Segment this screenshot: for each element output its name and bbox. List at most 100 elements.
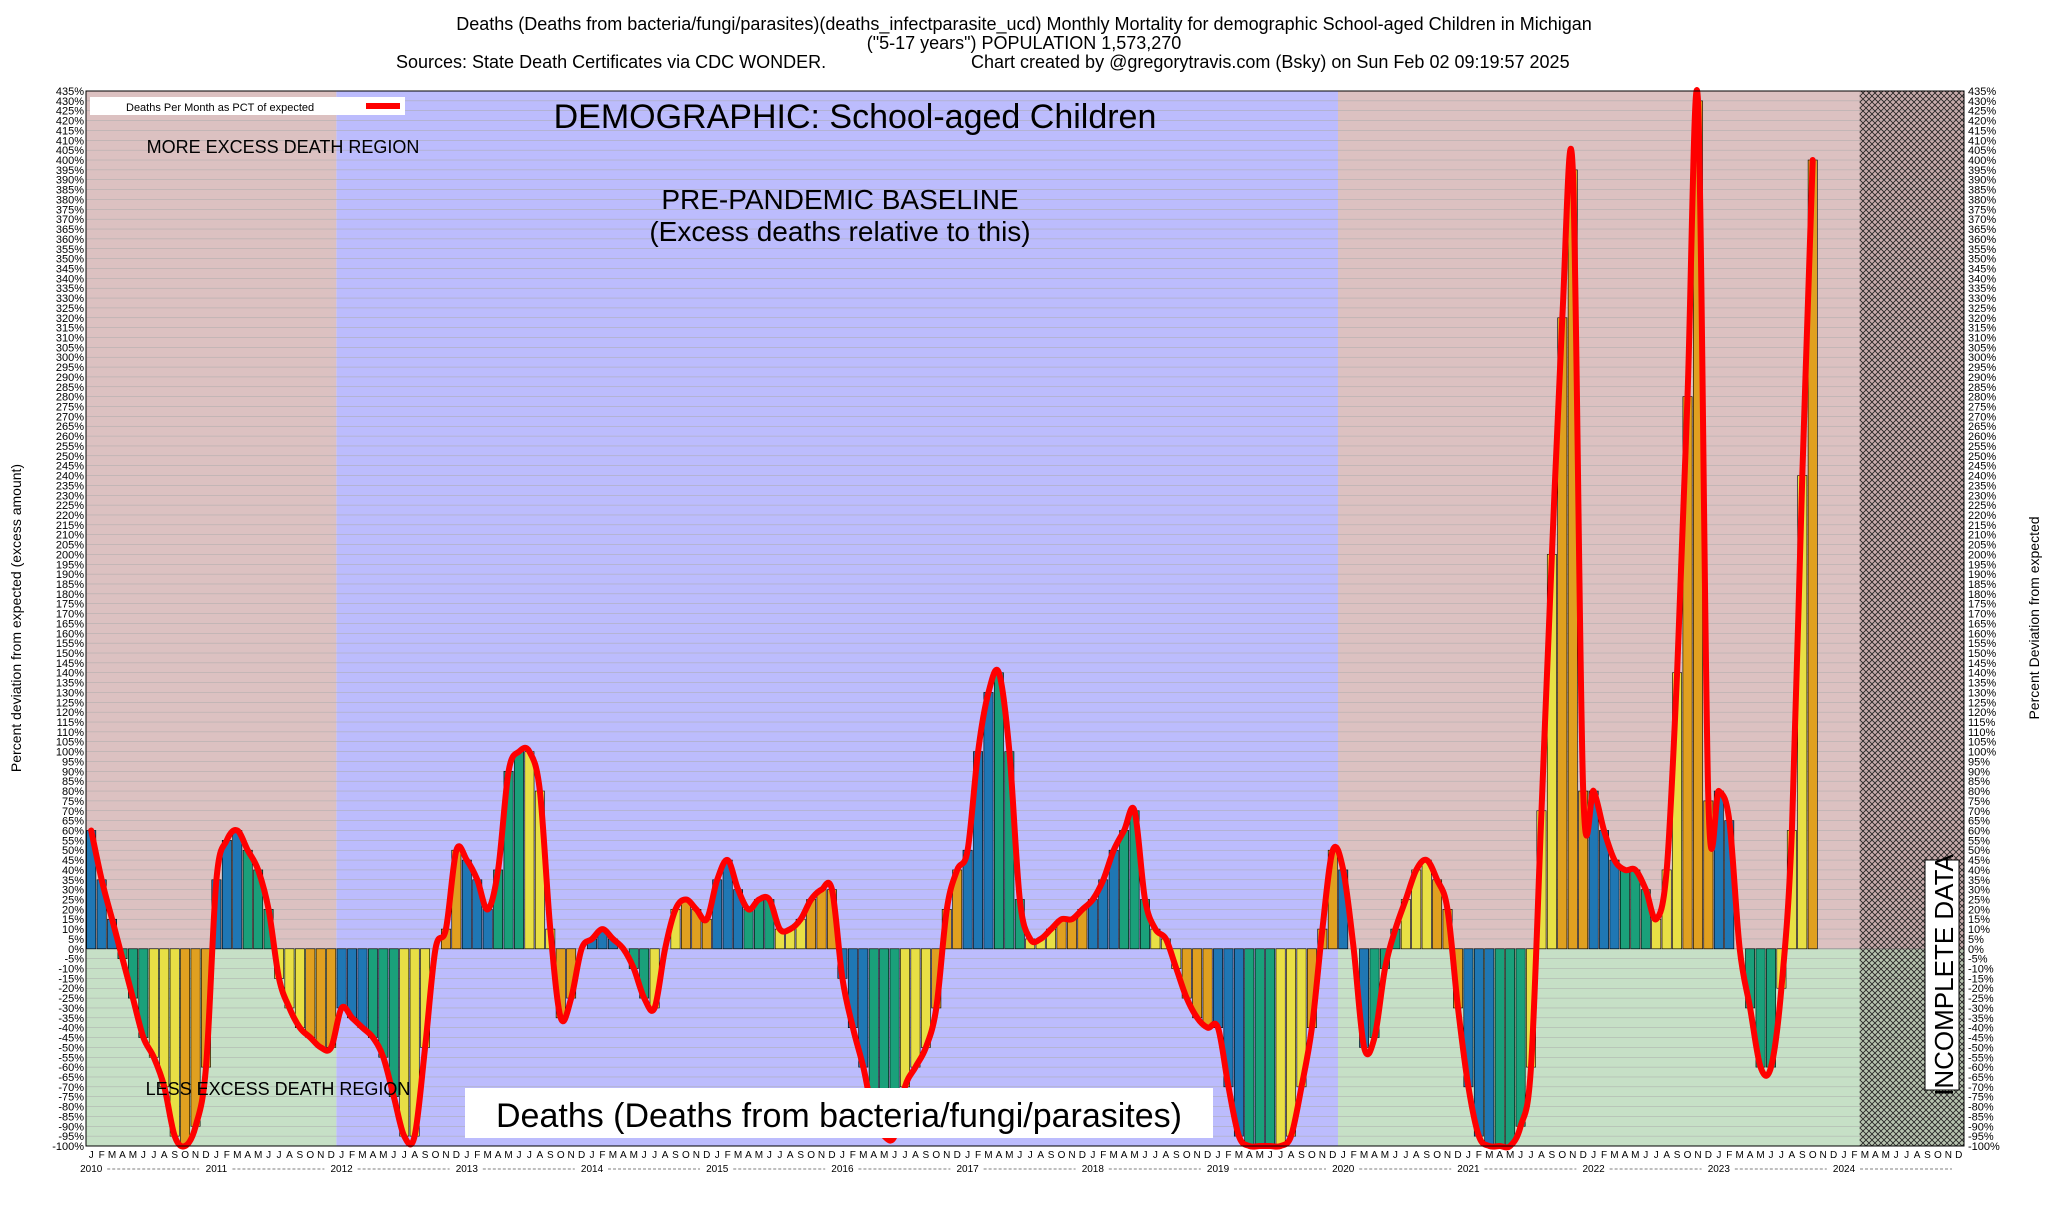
x-tick-month: M [1110, 1150, 1118, 1161]
y-tick-label-right: 285% [1968, 382, 1996, 394]
y-tick-label: -75% [58, 1092, 84, 1104]
y-tick-label-right: 185% [1968, 579, 1996, 591]
x-tick-month: S [1298, 1150, 1305, 1161]
x-tick-month: S [797, 1150, 804, 1161]
y-tick-label: 115% [57, 717, 85, 729]
bar [1630, 869, 1641, 950]
y-tick-label: -10% [58, 964, 84, 976]
y-tick-label: 170% [56, 609, 84, 621]
y-tick-label: 180% [56, 589, 84, 601]
x-tick-month: O [1934, 1150, 1942, 1161]
bar [1119, 830, 1130, 950]
y-tick-label-right: 85% [1968, 776, 1990, 788]
y-tick-label-right: 200% [1968, 549, 1996, 561]
x-tick-month: O [181, 1150, 189, 1161]
y-tick-label-right: 80% [1968, 786, 1990, 798]
x-tick-month: A [1538, 1150, 1545, 1161]
x-tick-month: A [870, 1150, 877, 1161]
x-tick-month: J [590, 1150, 595, 1161]
y-tick-label: 235% [56, 480, 84, 492]
x-tick-month: A [1747, 1150, 1754, 1161]
y-tick-label-right: 245% [1968, 461, 1996, 473]
x-tick-year: 2019 [1207, 1164, 1230, 1175]
y-tick-label: 320% [56, 313, 84, 325]
y-tick-label: 275% [56, 402, 84, 414]
x-tick-month: J [1643, 1150, 1648, 1161]
x-tick-month: F [349, 1150, 355, 1161]
x-tick-month: A [1872, 1150, 1879, 1161]
y-tick-label-right: 190% [1968, 569, 1996, 581]
x-tick-year: 2011 [206, 1164, 228, 1175]
x-tick-month: D [1830, 1150, 1837, 1161]
y-tick-label-right: 400% [1968, 155, 1996, 167]
y-tick-label-right: 380% [1968, 194, 1996, 206]
y-tick-label-right: 110% [1968, 727, 1996, 739]
y-tick-label-right: 290% [1968, 372, 1996, 384]
y-tick-label: 395% [56, 165, 84, 177]
y-tick-label: 195% [56, 559, 84, 571]
x-tick-month: M [233, 1150, 241, 1161]
x-tick-month: M [1756, 1150, 1764, 1161]
y-tick-label: 150% [56, 648, 84, 660]
y-tick-label: 435% [56, 86, 84, 98]
y-tick-label: 20% [62, 904, 84, 916]
y-tick-label: 125% [56, 697, 84, 709]
y-tick-label-right: 15% [1968, 914, 1990, 926]
x-tick-month: D [703, 1150, 710, 1161]
y-tick-label: 190% [56, 569, 84, 581]
x-tick-month: O [1308, 1150, 1316, 1161]
x-tick-month: A [1163, 1150, 1170, 1161]
y-tick-label-right: 90% [1968, 766, 1990, 778]
x-tick-year: 2010 [80, 1164, 103, 1175]
x-tick-month: S [923, 1150, 930, 1161]
y-tick-label-right: 305% [1968, 342, 1996, 354]
y-tick-label: 420% [56, 116, 84, 128]
x-tick-month: J [840, 1150, 845, 1161]
y-tick-label-right: 405% [1968, 145, 1996, 157]
x-tick-month: A [996, 1150, 1003, 1161]
y-tick-label-right: -20% [1968, 983, 1994, 995]
y-tick-label-right: 45% [1968, 855, 1990, 867]
x-tick-month: M [630, 1150, 638, 1161]
x-tick-month: N [1820, 1150, 1827, 1161]
x-tick-month: F [99, 1150, 105, 1161]
x-tick-month: J [1716, 1150, 1721, 1161]
y-tick-label-right: 5% [1968, 934, 1984, 946]
y-tick-label-right: 155% [1968, 638, 1996, 650]
y-tick-label: 85% [62, 776, 84, 788]
x-tick-month: M [358, 1150, 366, 1161]
bar [1484, 948, 1495, 1147]
x-tick-year: 2015 [706, 1164, 729, 1175]
x-tick-month: M [859, 1150, 867, 1161]
x-tick-month: A [1496, 1150, 1503, 1161]
y-tick-label: 40% [62, 865, 84, 877]
x-tick-month: D [1705, 1150, 1712, 1161]
y-tick-label: -5% [64, 954, 84, 966]
y-tick-label-right: 415% [1968, 125, 1996, 137]
x-tick-month: S [1549, 1150, 1556, 1161]
x-tick-month: M [254, 1150, 262, 1161]
y-tick-label-right: -25% [1968, 993, 1994, 1005]
y-tick-label: 110% [57, 727, 85, 739]
x-tick-month: S [1173, 1150, 1180, 1161]
x-tick-month: M [984, 1150, 992, 1161]
y-tick-label-right: 215% [1968, 520, 1996, 532]
bar [357, 948, 368, 1028]
x-tick-month: J [892, 1150, 897, 1161]
y-tick-label: 250% [56, 451, 84, 463]
bar [221, 840, 232, 950]
y-tick-label: 375% [56, 204, 84, 216]
x-tick-month: J [151, 1150, 156, 1161]
x-tick-month: N [943, 1150, 950, 1161]
y-tick-label-right: 235% [1968, 480, 1996, 492]
y-tick-label: 330% [56, 293, 84, 305]
y-tick-label: 70% [62, 806, 84, 818]
y-tick-label: 340% [56, 273, 84, 285]
bar [190, 948, 201, 1127]
bar [524, 751, 535, 950]
x-tick-month: N [442, 1150, 449, 1161]
y-tick-label-right: 210% [1968, 530, 1996, 542]
y-tick-label: 75% [62, 796, 84, 808]
